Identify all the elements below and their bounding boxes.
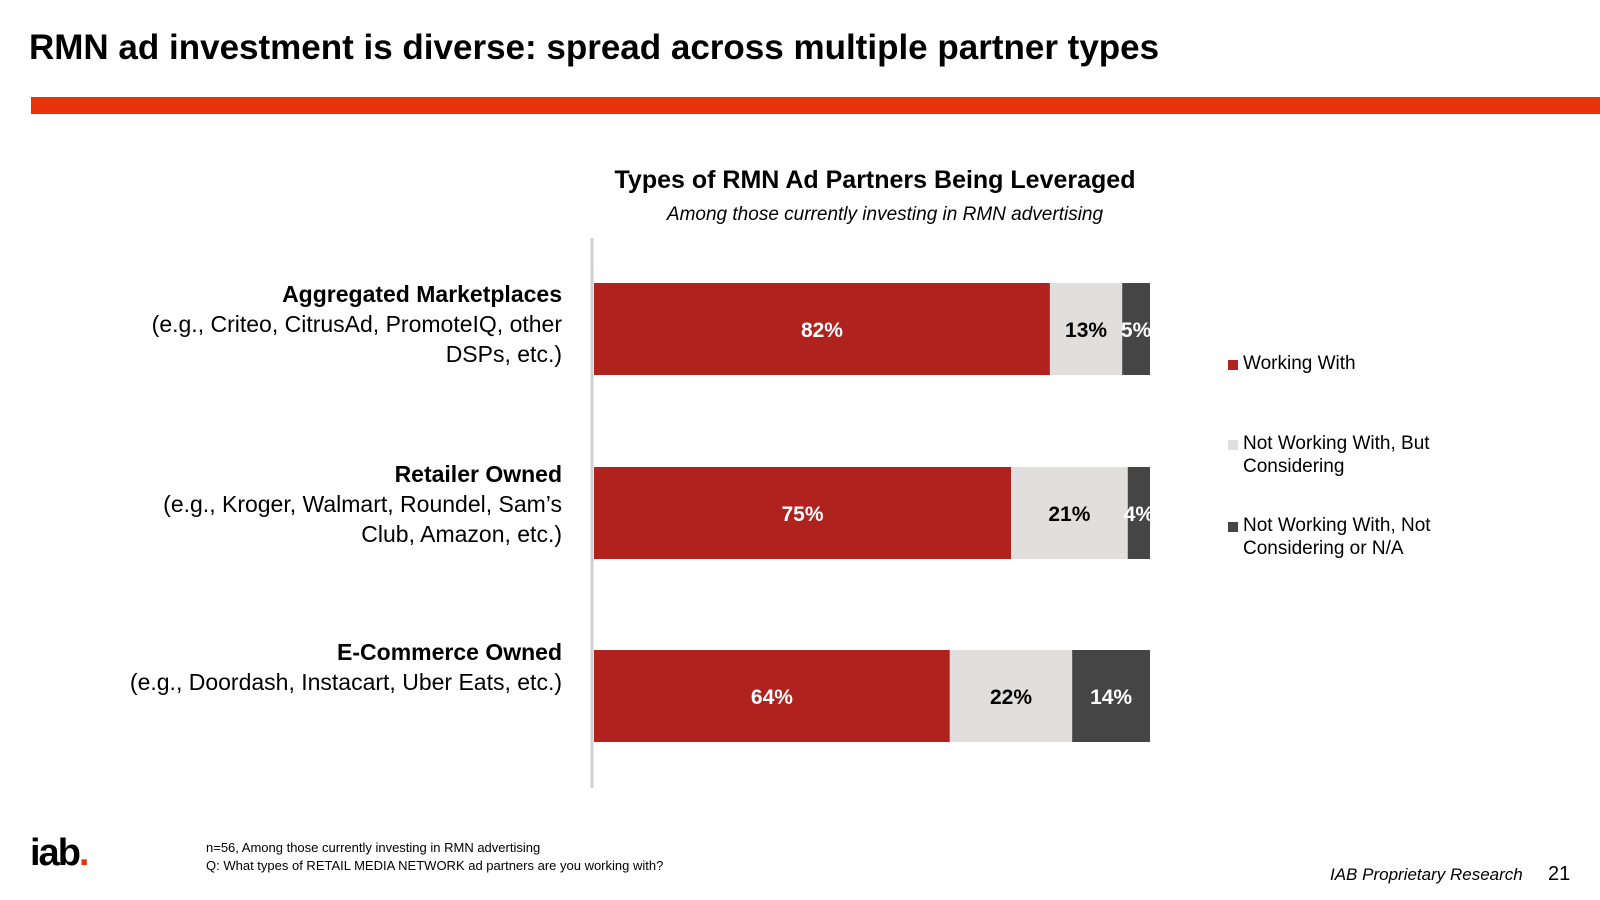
category-label-aggregated-marketplaces: Aggregated Marketplaces (e.g., Criteo, C… [122, 279, 562, 369]
category-description: (e.g., Criteo, CitrusAd, PromoteIQ, othe… [151, 311, 562, 367]
legend-swatch [1228, 360, 1238, 370]
legend-label: Not Working With, But Considering [1243, 433, 1430, 477]
bar-segment [594, 467, 1011, 559]
category-name: Aggregated Marketplaces [282, 281, 562, 307]
data-label: 22% [990, 686, 1032, 709]
data-label: 14% [1090, 686, 1132, 709]
bar-segment [1011, 467, 1128, 559]
category-label-retailer-owned: Retailer Owned (e.g., Kroger, Walmart, R… [122, 459, 562, 549]
logo-text: iab [30, 832, 81, 874]
title-accent-bar [31, 97, 1600, 114]
bar-segment [949, 650, 1073, 742]
category-name: E-Commerce Owned [337, 639, 562, 665]
data-label: 64% [751, 686, 793, 709]
category-name: Retailer Owned [394, 461, 562, 487]
bar-segment [1049, 283, 1123, 375]
data-label: 4% [1124, 503, 1155, 526]
legend-label: Not Working With, Not Considering or N/A [1243, 515, 1431, 559]
data-label: 5% [1121, 319, 1152, 342]
bar-segment [594, 650, 950, 742]
source-label: IAB Proprietary Research [1330, 865, 1523, 884]
category-description: (e.g., Kroger, Walmart, Roundel, Sam’s C… [163, 491, 562, 547]
bar-segment [1072, 650, 1150, 742]
footnote-question: Q: What types of RETAIL MEDIA NETWORK ad… [206, 858, 664, 873]
slide-title: RMN ad investment is diverse: spread acr… [29, 28, 1160, 67]
data-label: 21% [1048, 503, 1090, 526]
category-description: (e.g., Doordash, Instacart, Uber Eats, e… [129, 669, 562, 695]
legend-swatch [1228, 440, 1238, 450]
legend-label: Working With [1243, 353, 1356, 374]
bar-segment [1127, 467, 1150, 559]
bar-segment [1122, 283, 1150, 375]
page-number: 21 [1548, 863, 1571, 885]
data-label: 75% [781, 503, 823, 526]
chart-title: Types of RMN Ad Partners Being Leveraged [614, 166, 1136, 194]
chart-subtitle: Among those currently investing in RMN a… [666, 204, 1104, 225]
footnote-sample: n=56, Among those currently investing in… [206, 840, 541, 855]
data-label: 13% [1065, 319, 1107, 342]
category-label-ecommerce-owned: E-Commerce Owned (e.g., Doordash, Instac… [122, 637, 562, 697]
bar-segment [594, 283, 1050, 375]
logo-dot: . [78, 832, 89, 874]
iab-logo: iab. [30, 832, 89, 874]
legend-swatch [1228, 522, 1238, 532]
data-label: 82% [801, 319, 843, 342]
